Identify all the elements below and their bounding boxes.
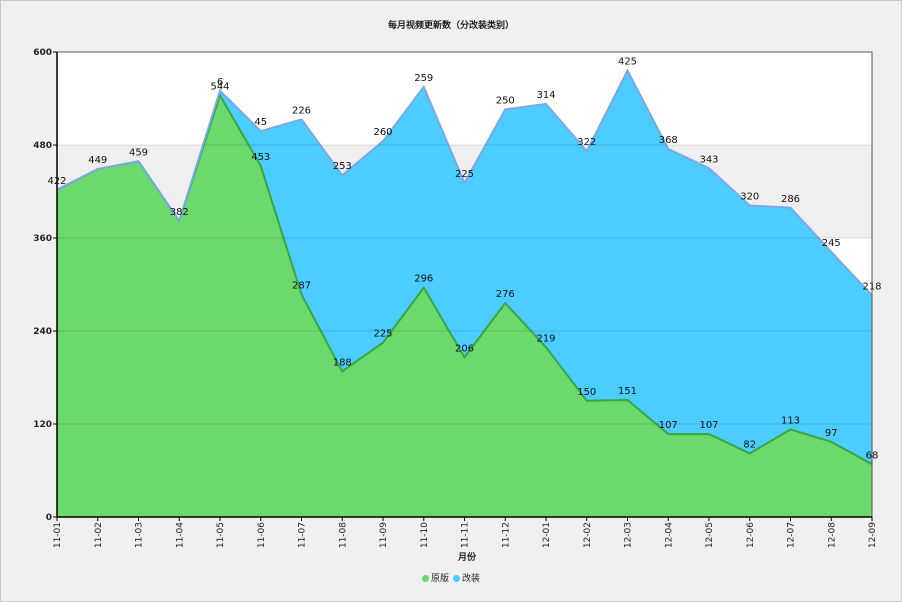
- data-label: 113: [781, 415, 800, 426]
- data-label: 544: [210, 81, 229, 92]
- data-label: 245: [822, 238, 841, 249]
- x-tick-label: 11-10: [420, 522, 430, 548]
- legend-item-0[interactable]: 原版: [421, 571, 449, 584]
- data-label: 97: [825, 428, 838, 439]
- data-label: 45: [254, 117, 267, 128]
- data-label: 188: [333, 357, 352, 368]
- data-label: 368: [659, 135, 678, 146]
- x-tick-label: 11-02: [94, 522, 104, 548]
- data-label: 343: [699, 154, 718, 165]
- legend: 原版 改装: [0, 571, 902, 584]
- y-tick-label: 120: [33, 420, 52, 430]
- legend-item-1[interactable]: 改装: [453, 571, 480, 584]
- y-tick-label: 360: [33, 234, 52, 244]
- x-tick-label: 12-09: [868, 522, 878, 548]
- x-tick-label: 11-12: [501, 522, 511, 548]
- x-axis-label: 月份: [457, 551, 477, 563]
- data-label: 382: [170, 207, 189, 218]
- data-label: 206: [455, 343, 474, 354]
- legend-marker-icon: [421, 575, 429, 582]
- data-label: 296: [414, 274, 433, 285]
- series-area-0: [57, 95, 872, 518]
- x-tick-label: 12-03: [624, 522, 634, 548]
- data-label: 225: [455, 169, 474, 180]
- legend-label: 原版: [430, 574, 449, 584]
- data-label: 259: [414, 73, 433, 84]
- x-tick-label: 11-07: [298, 522, 308, 548]
- x-tick-label: 12-01: [542, 522, 552, 548]
- x-tick-label: 12-08: [827, 522, 837, 548]
- data-label: 449: [88, 155, 107, 166]
- x-tick-label: 12-07: [787, 522, 797, 548]
- x-tick-label: 12-06: [746, 522, 756, 548]
- series-line-1: [56, 68, 873, 297]
- legend-marker-icon: [453, 575, 460, 582]
- x-tick-label: 11-09: [379, 522, 389, 548]
- x-tick-label: 11-03: [135, 522, 145, 548]
- data-label: 286: [781, 194, 800, 205]
- y-tick-label: 0: [46, 513, 52, 523]
- legend-label: 改装: [462, 574, 481, 584]
- data-label: 107: [699, 420, 718, 431]
- data-label: 459: [129, 147, 148, 158]
- chart-title: 每月视频更新数（分改装类别）: [387, 21, 514, 31]
- data-label: 422: [47, 176, 66, 187]
- y-tick-label: 240: [33, 327, 52, 337]
- data-label: 453: [251, 152, 270, 163]
- x-tick-label: 11-04: [175, 522, 185, 548]
- data-label: 253: [333, 161, 352, 172]
- data-label: 225: [373, 329, 392, 340]
- x-tick-label: 11-05: [216, 522, 226, 548]
- data-label: 322: [577, 137, 596, 148]
- x-tick-label: 11-11: [461, 522, 471, 548]
- x-tick-label: 11-01: [53, 522, 63, 548]
- data-label: 68: [866, 450, 879, 461]
- data-label: 287: [292, 281, 311, 292]
- data-label: 82: [743, 439, 756, 450]
- y-tick-label: 600: [33, 48, 52, 58]
- x-tick-label: 12-04: [664, 522, 674, 548]
- data-label: 250: [496, 95, 515, 106]
- x-tick-label: 12-05: [705, 522, 715, 548]
- data-label: 219: [536, 333, 555, 344]
- series-area-1: [57, 70, 872, 465]
- data-label: 425: [618, 57, 637, 68]
- x-tick-label: 11-06: [257, 522, 267, 548]
- data-label: 150: [577, 387, 596, 398]
- x-tick-label: 11-08: [338, 522, 348, 548]
- data-label: 226: [292, 105, 311, 116]
- data-label: 6: [217, 77, 223, 88]
- data-label: 218: [862, 281, 881, 292]
- data-label: 107: [659, 420, 678, 431]
- data-label: 260: [373, 127, 392, 138]
- data-label: 320: [740, 191, 759, 202]
- data-label: 151: [618, 386, 637, 397]
- y-tick-label: 480: [33, 141, 52, 151]
- data-label: 276: [496, 289, 515, 300]
- data-label: 314: [536, 90, 555, 101]
- x-tick-label: 12-02: [583, 522, 593, 548]
